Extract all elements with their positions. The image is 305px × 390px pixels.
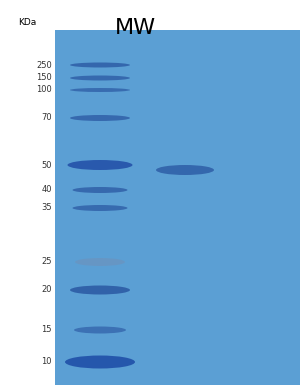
Ellipse shape xyxy=(70,115,130,121)
Ellipse shape xyxy=(67,160,132,170)
Ellipse shape xyxy=(70,62,130,67)
Text: KDa: KDa xyxy=(18,18,36,27)
Ellipse shape xyxy=(70,285,130,294)
Text: 50: 50 xyxy=(41,161,52,170)
Ellipse shape xyxy=(65,356,135,369)
Ellipse shape xyxy=(74,326,126,333)
Text: 10: 10 xyxy=(41,358,52,367)
Text: 25: 25 xyxy=(41,257,52,266)
Ellipse shape xyxy=(70,76,130,80)
Ellipse shape xyxy=(75,258,125,266)
Ellipse shape xyxy=(70,88,130,92)
Text: 40: 40 xyxy=(41,186,52,195)
Text: 20: 20 xyxy=(41,285,52,294)
Ellipse shape xyxy=(73,187,127,193)
Text: 35: 35 xyxy=(41,204,52,213)
Text: 70: 70 xyxy=(41,113,52,122)
Text: 15: 15 xyxy=(41,326,52,335)
Text: MW: MW xyxy=(115,18,156,38)
Ellipse shape xyxy=(73,205,127,211)
Ellipse shape xyxy=(156,165,214,175)
Text: 150: 150 xyxy=(36,73,52,83)
Text: 100: 100 xyxy=(36,85,52,94)
Text: 250: 250 xyxy=(36,60,52,69)
Bar xyxy=(55,30,300,385)
